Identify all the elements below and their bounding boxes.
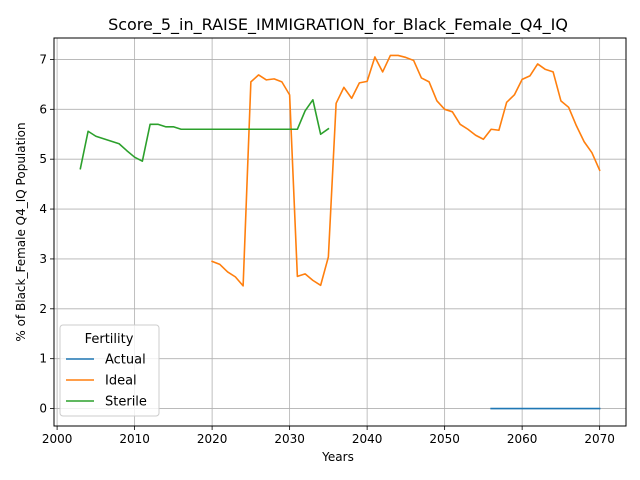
x-tick-label: 2010 [119,432,150,446]
legend: Fertility Actual Ideal Sterile [59,324,160,417]
y-tick-label: 5 [39,152,47,166]
x-tick-label: 2000 [42,432,73,446]
x-tick-label: 2040 [352,432,383,446]
legend-label-actual: Actual [105,353,146,368]
grid-lines [54,38,626,426]
x-tick-label: 2060 [507,432,538,446]
y-tick-label: 4 [39,202,47,216]
legend-box [59,324,160,417]
y-axis-label: % of Black_Female Q4_IQ Population [14,122,28,341]
x-tick-label: 2020 [197,432,228,446]
y-tick-label: 7 [39,52,47,66]
legend-label-ideal: Ideal [105,374,137,389]
axes-frame [53,37,627,427]
x-tick-label: 2070 [584,432,615,446]
y-tick-label: 3 [39,252,47,266]
x-axis: 2000 2010 2020 2030 2040 2050 2060 2070 [42,426,615,446]
y-tick-label: 0 [39,402,47,416]
y-tick-label: 1 [39,352,47,366]
chart-title: Score_5_in_RAISE_IMMIGRATION_for_Black_F… [108,15,568,35]
x-tick-label: 2050 [429,432,460,446]
series-line-ideal [211,54,601,287]
x-axis-label: Years [321,450,354,464]
series-layer [79,54,601,410]
series-line-sterile [79,99,330,170]
y-tick-label: 6 [39,102,47,116]
x-tick-label: 2030 [274,432,305,446]
y-axis: 0 1 2 3 4 5 6 7 [39,52,54,416]
legend-items: Actual Ideal Sterile [66,353,147,410]
legend-label-sterile: Sterile [105,395,147,410]
y-tick-label: 2 [39,302,47,316]
legend-title: Fertility [85,332,134,347]
